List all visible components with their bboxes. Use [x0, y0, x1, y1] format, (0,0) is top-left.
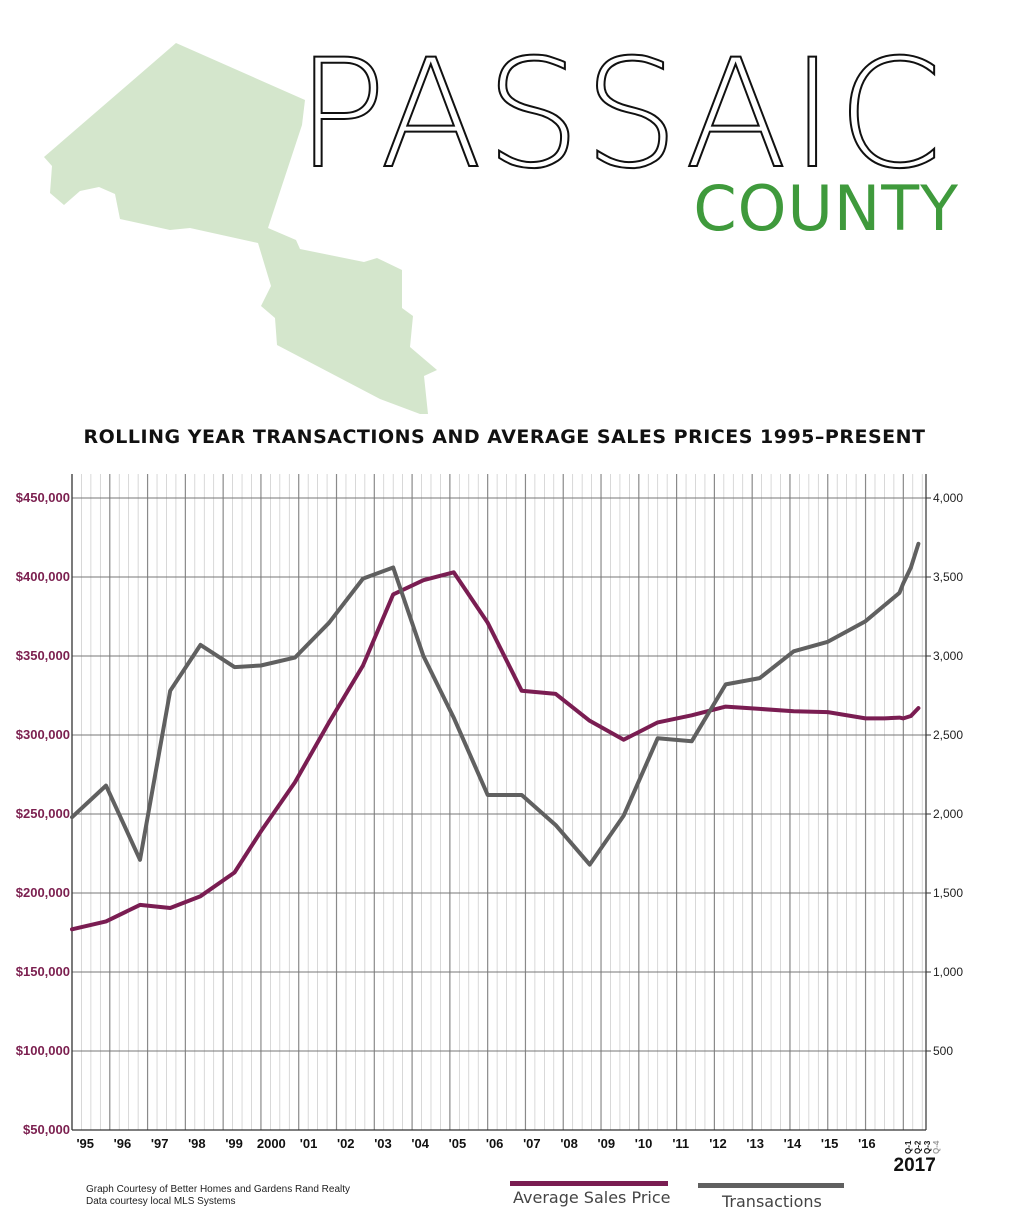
x-tick-label: '95 [76, 1136, 94, 1151]
x-quarter-label: Q-2 [913, 1140, 922, 1154]
y-right-tick-label: 2,000 [933, 807, 963, 821]
x-tick-label: '98 [188, 1136, 206, 1151]
legend-label-transactions: Transactions [722, 1192, 822, 1211]
y-left-tick-label: $300,000 [16, 727, 70, 742]
passaic-county-map [44, 43, 437, 414]
x-tick-label: '15 [821, 1136, 839, 1151]
x-tick-label: '03 [374, 1136, 392, 1151]
x-tick-label: '10 [635, 1136, 653, 1151]
x-tick-label: '96 [114, 1136, 132, 1151]
y-left-tick-label: $100,000 [16, 1043, 70, 1058]
legend-swatch-average-sales-price [510, 1181, 668, 1186]
y-right-tick-label: 3,500 [933, 570, 963, 584]
x-tick-label: '16 [858, 1136, 876, 1151]
y-right-tick-label: 2,500 [933, 728, 963, 742]
series-line-average-sales-price [70, 570, 921, 932]
x-tick-label: '13 [746, 1136, 764, 1151]
credit-line-1: Graph Courtesy of Better Homes and Garde… [86, 1184, 351, 1195]
x-tick-label: '11 [672, 1136, 689, 1151]
y-right-tick-label: 4,000 [933, 491, 963, 505]
chart-axes [71, 474, 931, 1131]
x-tick-label: '09 [598, 1136, 616, 1151]
y-right-tick-label: 3,000 [933, 649, 963, 663]
legend-swatch-transactions [698, 1183, 844, 1188]
x-tick-label: '04 [411, 1136, 429, 1151]
y-left-tick-label: $400,000 [16, 569, 70, 584]
chart-labels: $50,000 $100,000 $150,000 $200,000 $250,000 $… [16, 490, 964, 1176]
series-line-transactions [70, 541, 921, 867]
page-subtitle: COUNTY [693, 172, 959, 245]
x-tick-label: '12 [709, 1136, 727, 1151]
credit-line-2: Data courtesy local MLS Systems [86, 1196, 236, 1207]
x-tick-label: '14 [784, 1136, 802, 1151]
y-left-tick-label: $50,000 [23, 1122, 70, 1137]
x-tick-label: '02 [337, 1136, 355, 1151]
y-left-tick-label: $450,000 [16, 490, 70, 505]
x-tick-label: '01 [300, 1136, 318, 1151]
y-right-tick-label: 1,500 [933, 886, 963, 900]
x-tick-label: '97 [151, 1136, 169, 1151]
chart-grid [71, 474, 926, 1131]
x-tick-label: '08 [560, 1136, 578, 1151]
page-title: PASSAIC [295, 28, 946, 202]
chart-credit: Graph Courtesy of Better Homes and Garde… [86, 1184, 350, 1208]
chart-series [70, 541, 921, 932]
legend-label-average-sales-price: Average Sales Price [513, 1188, 671, 1207]
y-right-tick-label: 500 [933, 1044, 953, 1058]
x-tick-label: '99 [225, 1136, 243, 1151]
y-left-tick-label: $350,000 [16, 648, 70, 663]
y-left-tick-label: $250,000 [16, 806, 70, 821]
x-quarter-label: Q-4 [932, 1140, 941, 1154]
x-tick-label: '06 [486, 1136, 504, 1151]
y-left-tick-label: $150,000 [16, 964, 70, 979]
x-tick-label: '07 [523, 1136, 541, 1151]
x-tick-label: 2000 [257, 1136, 286, 1151]
x-quarter-label: Q-3 [923, 1140, 932, 1154]
x-tick-label: '05 [449, 1136, 467, 1151]
x-year-label: 2017 [894, 1155, 936, 1176]
x-quarter-label: Q-1 [904, 1140, 913, 1154]
y-left-tick-label: $200,000 [16, 885, 70, 900]
y-right-tick-label: 1,000 [933, 965, 963, 979]
chart-title: ROLLING YEAR TRANSACTIONS AND AVERAGE SA… [83, 426, 926, 448]
